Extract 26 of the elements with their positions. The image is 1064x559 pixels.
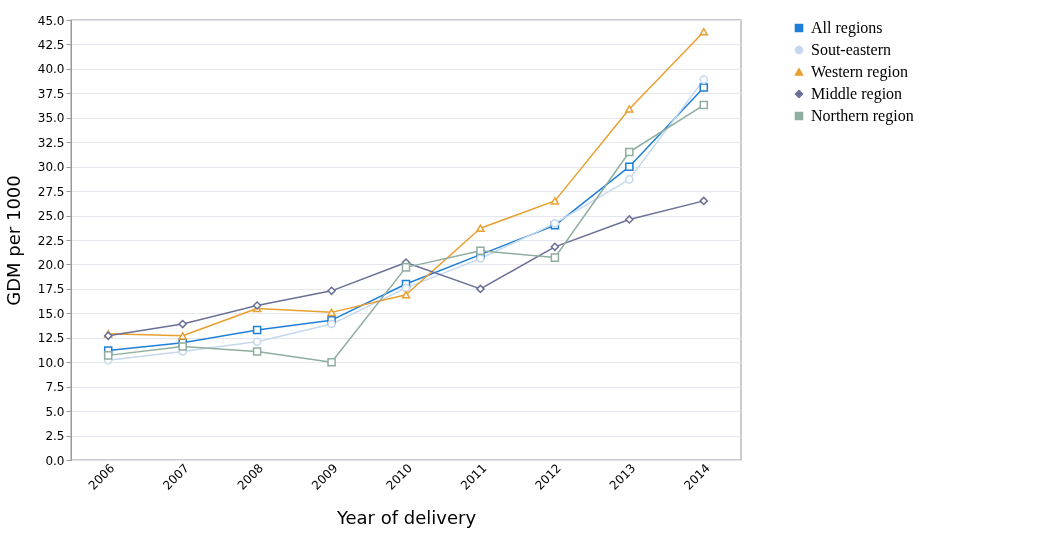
x-axis-title: Year of delivery bbox=[335, 506, 477, 528]
y-tick-label: 7.5 bbox=[45, 380, 65, 395]
legend-label: Middle region bbox=[811, 85, 903, 103]
y-tick-label: 45.0 bbox=[37, 13, 65, 28]
legend-label: All regions bbox=[811, 19, 883, 37]
y-tick-label: 30.0 bbox=[37, 160, 65, 175]
legend-label: Sout-eastern bbox=[811, 41, 891, 58]
y-tick-label: 32.5 bbox=[37, 135, 65, 150]
y-tick-label: 27.5 bbox=[37, 184, 65, 199]
y-axis-title: GDM per 1000 bbox=[2, 175, 24, 306]
y-tick-label: 0.0 bbox=[45, 453, 65, 468]
y-tick-label: 40.0 bbox=[37, 62, 65, 77]
y-tick-label: 37.5 bbox=[37, 86, 65, 101]
y-tick-label: 15.0 bbox=[37, 306, 65, 321]
legend-label: Western region bbox=[811, 63, 908, 81]
y-tick-label: 10.0 bbox=[37, 355, 65, 370]
y-tick-label: 5.0 bbox=[45, 404, 65, 419]
y-tick-label: 22.5 bbox=[37, 233, 65, 248]
y-tick-label: 42.5 bbox=[37, 37, 65, 52]
y-tick-label: 12.5 bbox=[37, 331, 65, 346]
legend-label: Northern region bbox=[811, 107, 914, 125]
y-tick-label: 20.0 bbox=[37, 257, 65, 272]
y-tick-label: 35.0 bbox=[37, 111, 65, 126]
y-tick-label: 17.5 bbox=[37, 282, 65, 297]
y-tick-label: 25.0 bbox=[37, 209, 65, 224]
y-tick-label: 2.5 bbox=[45, 429, 65, 444]
